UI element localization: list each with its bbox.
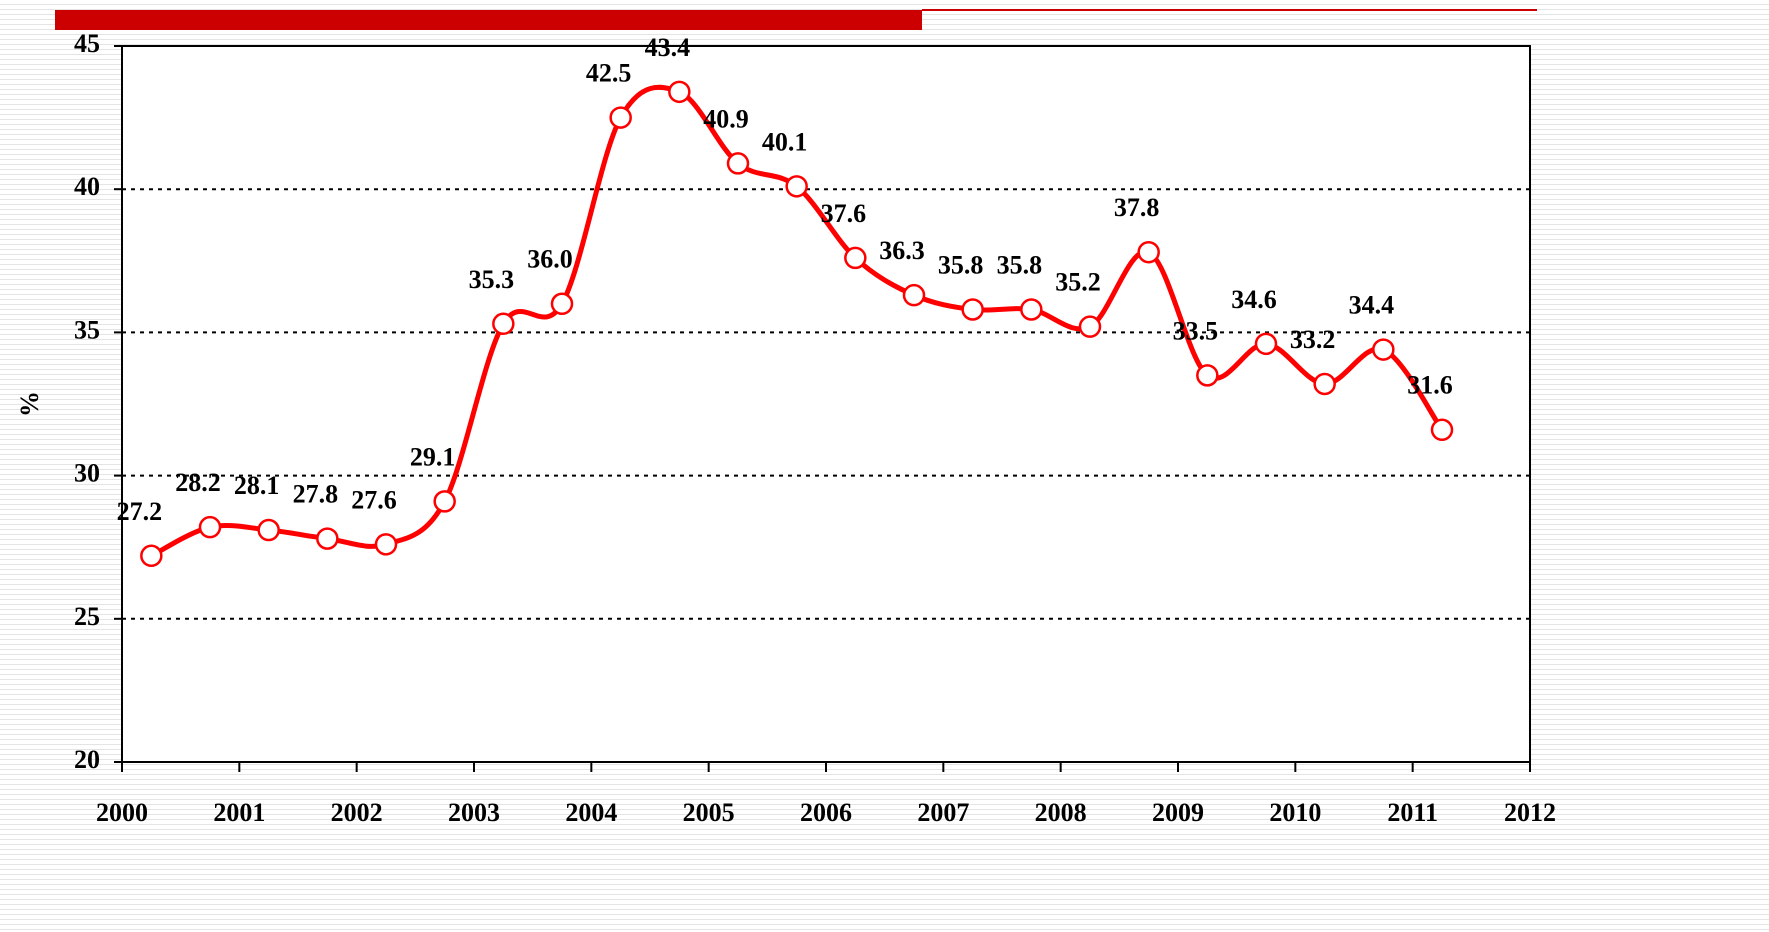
y-tick-label: 40 bbox=[74, 172, 100, 201]
x-tick-label: 2004 bbox=[565, 798, 617, 827]
data-point bbox=[1430, 418, 1454, 442]
data-label: 36.0 bbox=[527, 245, 573, 274]
x-tick-label: 2000 bbox=[96, 798, 148, 827]
data-label: 31.6 bbox=[1407, 371, 1453, 400]
data-point bbox=[785, 175, 808, 198]
data-label: 35.2 bbox=[1055, 268, 1101, 297]
plot-area bbox=[122, 46, 1530, 762]
data-point bbox=[1020, 298, 1043, 321]
data-point bbox=[902, 283, 926, 307]
data-label: 35.3 bbox=[469, 265, 515, 294]
data-point bbox=[374, 533, 398, 556]
y-axis-label: % bbox=[15, 391, 44, 417]
y-tick-label: 20 bbox=[74, 745, 100, 774]
data-point bbox=[198, 515, 222, 539]
data-label: 27.2 bbox=[117, 497, 163, 526]
data-point bbox=[257, 518, 280, 542]
x-tick-label: 2010 bbox=[1269, 798, 1321, 827]
y-tick-label: 30 bbox=[74, 459, 100, 488]
x-tick-label: 2011 bbox=[1387, 798, 1438, 827]
data-label: 33.5 bbox=[1173, 316, 1219, 345]
data-label: 28.1 bbox=[234, 471, 280, 500]
data-label: 28.2 bbox=[175, 468, 221, 497]
y-tick-label: 25 bbox=[74, 602, 100, 631]
data-label: 42.5 bbox=[586, 59, 632, 88]
data-point bbox=[433, 490, 456, 513]
data-point bbox=[1078, 315, 1102, 338]
data-point bbox=[668, 80, 691, 104]
y-tick-label: 45 bbox=[74, 29, 100, 58]
y-tick-label: 35 bbox=[74, 315, 100, 344]
data-label: 35.8 bbox=[997, 250, 1043, 279]
x-tick-label: 2003 bbox=[448, 798, 500, 827]
data-label: 40.9 bbox=[703, 104, 749, 133]
data-label: 43.4 bbox=[645, 33, 691, 62]
x-tick-label: 2002 bbox=[331, 798, 383, 827]
x-tick-label: 2006 bbox=[800, 798, 852, 827]
data-point bbox=[1196, 364, 1219, 387]
data-point bbox=[726, 152, 750, 175]
data-point bbox=[1313, 372, 1336, 396]
data-point bbox=[1254, 332, 1278, 356]
x-tick-label: 2009 bbox=[1152, 798, 1204, 827]
data-label: 27.8 bbox=[293, 480, 339, 509]
data-point bbox=[844, 246, 867, 270]
x-tick-label: 2008 bbox=[1035, 798, 1087, 827]
data-point bbox=[140, 544, 163, 568]
data-point bbox=[550, 292, 574, 316]
x-tick-label: 2001 bbox=[213, 798, 265, 827]
x-tick-label: 2012 bbox=[1504, 798, 1556, 827]
data-label: 37.6 bbox=[821, 199, 867, 228]
header-bar bbox=[55, 10, 922, 30]
data-label: 34.4 bbox=[1349, 291, 1395, 320]
data-point bbox=[316, 527, 339, 550]
x-tick-label: 2007 bbox=[917, 798, 969, 827]
data-label: 27.6 bbox=[351, 485, 397, 514]
data-label: 34.6 bbox=[1231, 285, 1277, 314]
data-point bbox=[609, 106, 632, 129]
data-point bbox=[1372, 338, 1395, 361]
data-label: 37.8 bbox=[1114, 193, 1160, 222]
data-label: 29.1 bbox=[410, 442, 456, 471]
data-label: 35.8 bbox=[938, 250, 984, 279]
data-point bbox=[961, 298, 984, 321]
data-point bbox=[492, 312, 515, 336]
data-label: 36.3 bbox=[879, 236, 925, 265]
data-label: 40.1 bbox=[762, 127, 808, 156]
data-label: 33.2 bbox=[1290, 325, 1336, 354]
data-point bbox=[1137, 240, 1160, 264]
x-tick-label: 2005 bbox=[683, 798, 735, 827]
